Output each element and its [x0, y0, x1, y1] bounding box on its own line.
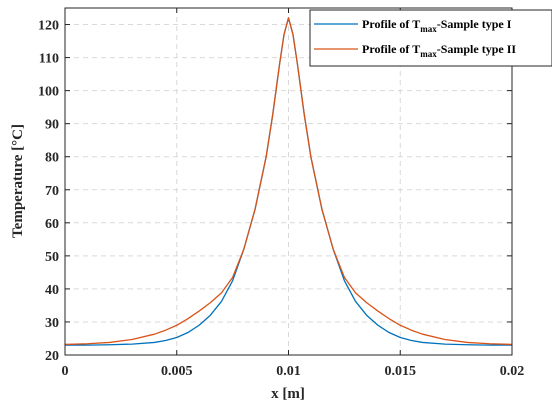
y-tick-label: 80 [45, 151, 59, 166]
y-tick-label: 110 [39, 52, 59, 67]
legend-box [309, 9, 552, 67]
tick-labels: 0 0.005 0.01 0.015 0.02 20 30 40 50 60 70 80 90 100 11… [38, 19, 524, 379]
x-tick-label: 0.01 [276, 364, 301, 379]
y-tick-label: 120 [38, 19, 59, 34]
x-tick-label: 0.015 [385, 364, 417, 379]
x-tick-label: 0.005 [161, 364, 193, 379]
axis-ticks [64, 8, 513, 356]
legend-label-1: Profile of Tmax-Sample type I [362, 17, 512, 34]
y-tick-label: 20 [45, 349, 59, 364]
y-tick-label: 50 [45, 250, 59, 265]
y-tick-label: 60 [45, 217, 59, 232]
y-tick-label: 40 [45, 283, 59, 298]
legend-label-2: Profile of Tmax-Sample type II [362, 42, 516, 59]
x-tick-label: 0.02 [500, 364, 525, 379]
x-tick-label: 0 [62, 364, 69, 379]
y-tick-label: 30 [45, 316, 59, 331]
y-tick-label: 90 [45, 118, 59, 133]
legend: Profile of Tmax-Sample type I Profile of … [309, 9, 552, 67]
y-tick-label: 100 [38, 85, 59, 100]
series-line-2 [64, 17, 513, 346]
series-group [64, 17, 513, 346]
x-axis-label: x [m] [271, 386, 305, 402]
y-axis-label: Temperature [°C] [10, 124, 26, 238]
y-tick-label: 70 [45, 184, 59, 199]
